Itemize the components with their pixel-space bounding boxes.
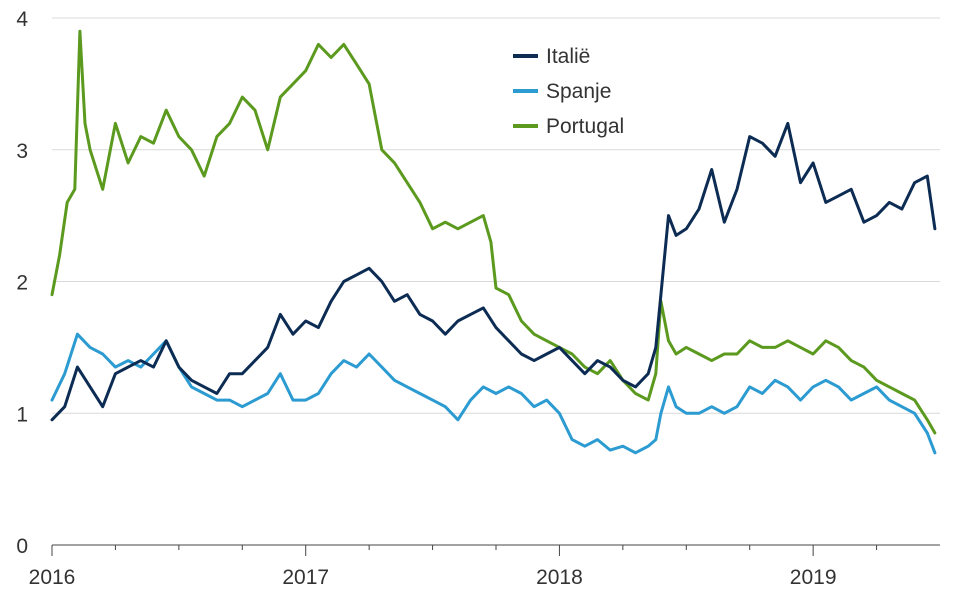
- y-tick-label-0: 0: [16, 535, 28, 558]
- y-tick-label-1: 1: [16, 403, 28, 426]
- x-tick-labels: 2016 2017 2018 2019: [29, 566, 837, 589]
- x-tick-label-2: 2018: [536, 566, 583, 589]
- y-tick-labels: 0 1 2 3 4: [16, 8, 28, 558]
- legend-label-1: Spanje: [546, 80, 611, 103]
- x-tick-label-1: 2017: [282, 566, 329, 589]
- series-line-1: [50, 332, 937, 455]
- x-tick-label-0: 2016: [29, 566, 76, 589]
- legend-label-0: Italië: [546, 45, 590, 68]
- y-tick-label-4: 4: [16, 8, 28, 31]
- legend-label-2: Portugal: [546, 115, 624, 138]
- y-tick-label-3: 3: [16, 140, 28, 163]
- series-line-2: [50, 29, 937, 435]
- x-tick-label-3: 2019: [790, 566, 837, 589]
- gridlines: [52, 17, 940, 414]
- legend: Italië Spanje Portugal: [513, 45, 624, 138]
- series-lines: [50, 29, 937, 455]
- x-axis: [51, 544, 940, 556]
- series-line-0: [50, 121, 937, 422]
- y-tick-label-2: 2: [16, 272, 28, 295]
